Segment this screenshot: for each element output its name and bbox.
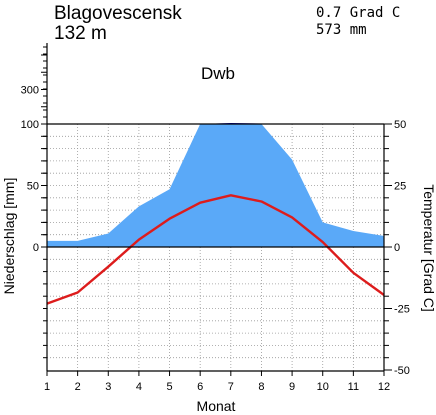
precipitation-area <box>47 122 384 247</box>
station-elevation: 132 m <box>54 23 107 44</box>
annual-precipitation: 573 mm <box>316 22 367 38</box>
month-tick-label: 10 <box>317 381 329 393</box>
temp-tick-label: -25 <box>394 304 410 316</box>
month-tick-label: 1 <box>44 381 50 393</box>
month-tick-label: 2 <box>75 381 81 393</box>
month-tick-label: 5 <box>166 381 172 393</box>
temp-tick-label: 50 <box>394 119 406 131</box>
y-left-axis-label: Niederschlag [mm] <box>1 178 17 295</box>
temp-tick-label: 0 <box>394 242 400 254</box>
month-tick-label: 11 <box>348 381 359 393</box>
station-name: Blagovescensk <box>54 3 182 24</box>
axes <box>41 43 392 376</box>
precip-tick-label: 0 <box>33 242 39 254</box>
month-tick-label: 9 <box>289 381 295 393</box>
month-tick-label: 4 <box>136 381 142 393</box>
annual-temperature: 0.7 Grad C <box>316 5 400 21</box>
precip-tick-label: 300 <box>21 85 39 97</box>
month-tick-label: 7 <box>228 381 234 393</box>
precip-tick-label: 50 <box>27 181 39 193</box>
temp-tick-label: -50 <box>394 365 410 377</box>
temp-tick-label: 25 <box>394 181 406 193</box>
month-tick-label: 12 <box>378 381 390 393</box>
month-tick-label: 3 <box>105 381 111 393</box>
month-tick-label: 8 <box>258 381 264 393</box>
precipitation-fill <box>47 124 384 247</box>
climate-class: Dwb <box>201 64 235 83</box>
x-axis-label: Monat <box>197 398 236 414</box>
precip-tick-label: 100 <box>21 119 39 131</box>
y-right-axis-label: Temperatur [Grad C] <box>421 184 436 312</box>
month-tick-label: 6 <box>197 381 203 393</box>
